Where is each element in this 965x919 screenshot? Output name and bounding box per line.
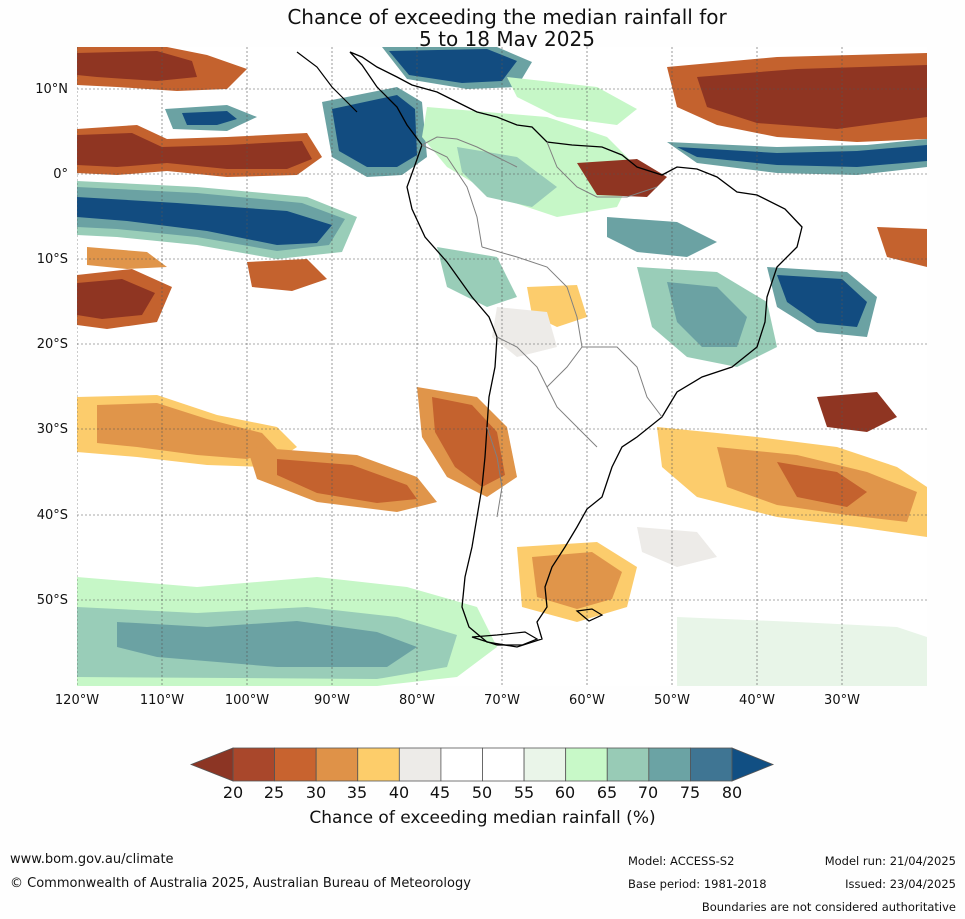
map-canvas (77, 47, 927, 686)
lon-label-60w: 60°W (569, 693, 605, 708)
amazon-wet-patches (422, 107, 637, 217)
model-run-date: Model run: 21/04/2025 (824, 854, 956, 868)
colorbar-cell (274, 747, 317, 782)
colorbar-tick-25: 25 (263, 783, 285, 802)
lon-label-90w: 90°W (314, 693, 350, 708)
country-borders (421, 136, 663, 518)
boundary-disclaimer: Boundaries are not considered authoritat… (701, 900, 956, 914)
colorbar-label: Chance of exceeding median rainfall (%) (309, 808, 656, 828)
lon-label-40w: 40°W (739, 693, 775, 708)
south-america-coastline (349, 51, 803, 648)
lat-label-10n: 10°N (35, 82, 68, 97)
colorbar-tick-45: 45 (429, 783, 451, 802)
base-period: Base period: 1981-2018 (628, 877, 767, 891)
lon-label-50w: 50°W (654, 693, 690, 708)
colorbar-cell (690, 747, 733, 782)
map-title-line1: Chance of exceeding the median rainfall … (287, 5, 727, 29)
lat-label-40s: 40°S (36, 508, 68, 523)
colorbar-cell (440, 747, 483, 782)
map-title-line2: 5 to 18 May 2025 (419, 27, 595, 51)
colorbar-cell (482, 747, 525, 782)
lon-label-30w: 30°W (824, 693, 860, 708)
lon-label-120w: 120°W (54, 693, 100, 708)
colorbar-tick-70: 70 (637, 783, 659, 802)
colorbar-tick-55: 55 (513, 783, 535, 802)
colorbar-tick-60: 60 (554, 783, 576, 802)
colorbar-cell (315, 747, 359, 782)
falkland-islands (575, 608, 604, 622)
colorbar-cell (357, 747, 400, 782)
colorbar (190, 747, 775, 782)
lon-label-100w: 100°W (224, 693, 270, 708)
lon-label-70w: 70°W (484, 693, 520, 708)
lon-label-110w: 110°W (139, 693, 185, 708)
colorbar-low-arrow (190, 747, 234, 782)
colorbar-cell (398, 747, 442, 782)
copyright-text: © Commonwealth of Australia 2025, Austra… (10, 876, 471, 891)
central-america-coastline (296, 51, 358, 113)
website-link[interactable]: www.bom.gov.au/climate (10, 852, 174, 867)
rainfall-map (77, 47, 927, 686)
dry-region-north-left-core (77, 51, 197, 81)
colorbar-tick-30: 30 (305, 783, 327, 802)
lat-label-0: 0° (53, 167, 68, 182)
colorbar-tick-50: 50 (471, 783, 493, 802)
colorbar-cell (565, 747, 608, 782)
colorbar-tick-80: 80 (721, 783, 743, 802)
model-name: Model: ACCESS-S2 (628, 854, 735, 868)
colorbar-tick-65: 65 (596, 783, 618, 802)
colorbar-tick-35: 35 (346, 783, 368, 802)
colorbar-high-arrow (731, 747, 775, 782)
issued-date: Issued: 23/04/2025 (845, 877, 956, 891)
colorbar-tick-20: 20 (222, 783, 244, 802)
colorbar-cell (606, 747, 650, 782)
colorbar-tick-40: 40 (388, 783, 410, 802)
lon-label-80w: 80°W (399, 693, 435, 708)
lat-label-50s: 50°S (36, 593, 68, 608)
tierra-del-fuego (471, 631, 539, 646)
colorbar-cell (648, 747, 691, 782)
graticule (77, 47, 927, 686)
lat-label-20s: 20°S (36, 337, 68, 352)
colorbar-cell (523, 747, 567, 782)
lat-label-30s: 30°S (36, 422, 68, 437)
lat-label-10s: 10°S (36, 252, 68, 267)
colorbar-cell (232, 747, 275, 782)
colorbar-tick-75: 75 (679, 783, 701, 802)
